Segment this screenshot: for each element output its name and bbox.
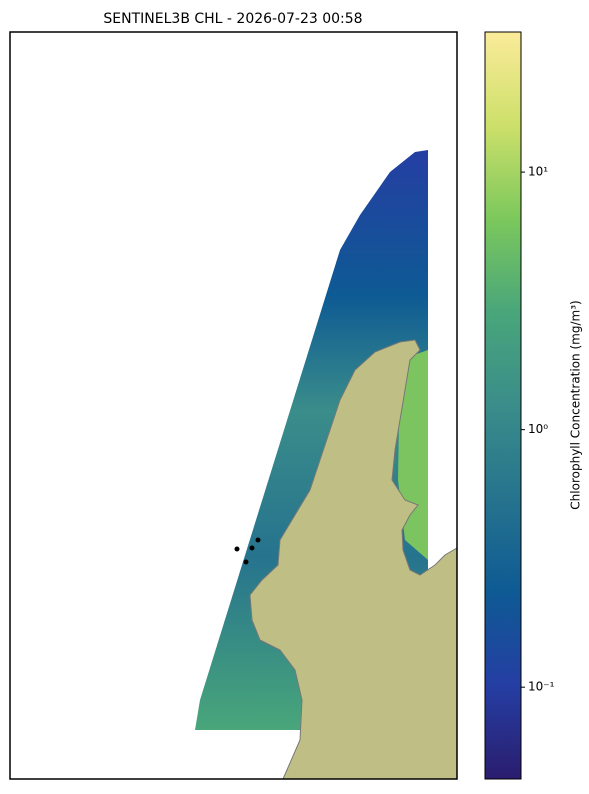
markers [234, 537, 261, 565]
colorbar [484, 31, 522, 780]
map-frame [9, 31, 458, 780]
colorbar-label: Chlorophyll Concentration (mg/m³) [569, 300, 583, 509]
colorbar-tick-label: 10⁰ [528, 422, 548, 436]
colorbar-tick-label: 10⁻¹ [528, 680, 555, 694]
land [249, 339, 458, 780]
colorbar-tick-label: 10¹ [528, 165, 548, 179]
map [9, 31, 458, 780]
chart-title: SENTINEL3B CHL - 2026-07-23 00:58 [103, 11, 362, 27]
